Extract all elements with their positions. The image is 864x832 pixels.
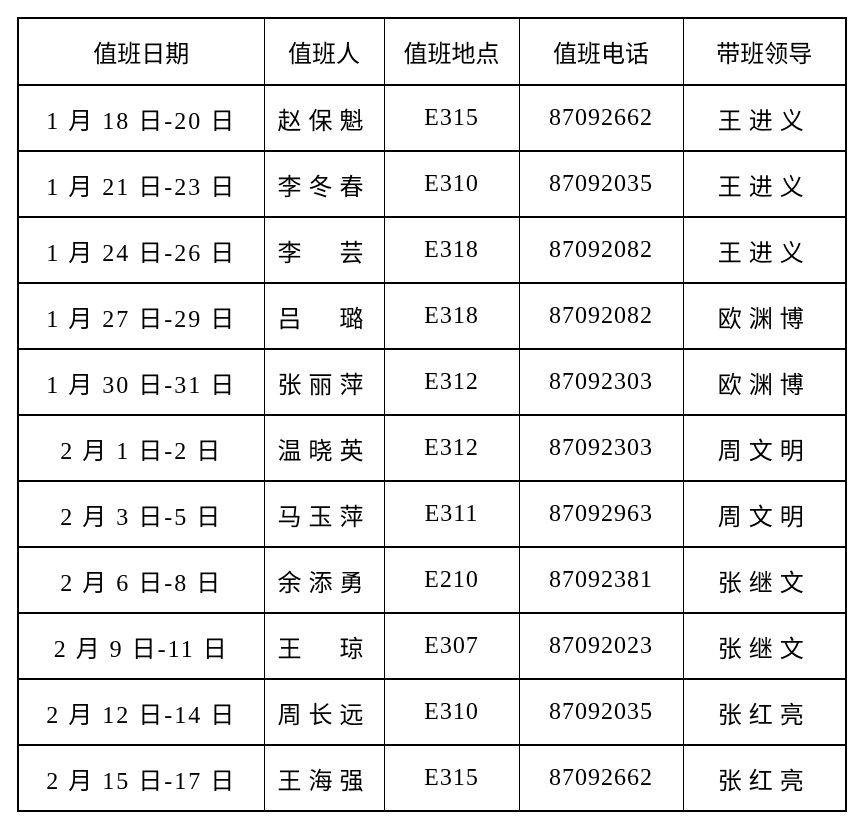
cell-duty-date: 2 月 6 日-8 日 [17, 546, 265, 614]
cell-duty-leader: 王进义 [682, 216, 847, 284]
cell-duty-phone: 87092662 [518, 84, 684, 152]
cell-duty-leader: 周文明 [682, 480, 847, 548]
table-row: 1 月 24 日-26 日 李 芸 E318 87092082 王进义 [17, 216, 847, 284]
cell-duty-phone: 87092082 [518, 216, 684, 284]
cell-duty-person: 周长远 [263, 678, 385, 746]
table-row: 2 月 3 日-5 日 马玉萍 E311 87092963 周文明 [17, 480, 847, 548]
table-row: 1 月 27 日-29 日 吕 璐 E318 87092082 欧渊博 [17, 282, 847, 350]
cell-duty-leader: 王进义 [682, 84, 847, 152]
cell-duty-location: E318 [383, 282, 520, 350]
cell-duty-leader: 张红亮 [682, 678, 847, 746]
cell-duty-location: E312 [383, 348, 520, 416]
cell-duty-phone: 87092963 [518, 480, 684, 548]
cell-duty-location: E311 [383, 480, 520, 548]
cell-duty-date: 1 月 30 日-31 日 [17, 348, 265, 416]
cell-duty-phone: 87092381 [518, 546, 684, 614]
cell-duty-date: 2 月 1 日-2 日 [17, 414, 265, 482]
cell-duty-person: 李冬春 [263, 150, 385, 218]
table-row: 2 月 6 日-8 日 余添勇 E210 87092381 张继文 [17, 546, 847, 614]
cell-duty-person: 张丽萍 [263, 348, 385, 416]
table-row: 2 月 12 日-14 日 周长远 E310 87092035 张红亮 [17, 678, 847, 746]
cell-duty-leader: 周文明 [682, 414, 847, 482]
cell-duty-location: E210 [383, 546, 520, 614]
cell-duty-leader: 欧渊博 [682, 348, 847, 416]
cell-duty-date: 2 月 15 日-17 日 [17, 744, 265, 812]
cell-duty-phone: 87092035 [518, 678, 684, 746]
cell-duty-person: 赵保魁 [263, 84, 385, 152]
cell-duty-date: 2 月 12 日-14 日 [17, 678, 265, 746]
cell-duty-person: 王 琼 [263, 612, 385, 680]
cell-duty-location: E315 [383, 744, 520, 812]
cell-duty-location: E310 [383, 678, 520, 746]
cell-duty-person: 王海强 [263, 744, 385, 812]
cell-duty-date: 2 月 3 日-5 日 [17, 480, 265, 548]
cell-duty-person: 吕 璐 [263, 282, 385, 350]
column-header-duty-location: 值班地点 [383, 17, 520, 86]
cell-duty-date: 2 月 9 日-11 日 [17, 612, 265, 680]
table-row: 1 月 18 日-20 日 赵保魁 E315 87092662 王进义 [17, 84, 847, 152]
cell-duty-phone: 87092303 [518, 414, 684, 482]
cell-duty-leader: 张继文 [682, 612, 847, 680]
cell-duty-phone: 87092303 [518, 348, 684, 416]
column-header-duty-date: 值班日期 [17, 17, 265, 86]
cell-duty-phone: 87092023 [518, 612, 684, 680]
table-row: 2 月 9 日-11 日 王 琼 E307 87092023 张继文 [17, 612, 847, 680]
duty-schedule-table: 值班日期 值班人 值班地点 值班电话 带班领导 1 月 18 日-20 日 赵保… [17, 17, 847, 812]
table-row: 2 月 1 日-2 日 温晓英 E312 87092303 周文明 [17, 414, 847, 482]
cell-duty-leader: 欧渊博 [682, 282, 847, 350]
cell-duty-leader: 王进义 [682, 150, 847, 218]
cell-duty-location: E307 [383, 612, 520, 680]
cell-duty-location: E315 [383, 84, 520, 152]
cell-duty-date: 1 月 27 日-29 日 [17, 282, 265, 350]
cell-duty-phone: 87092082 [518, 282, 684, 350]
cell-duty-person: 余添勇 [263, 546, 385, 614]
column-header-duty-person: 值班人 [263, 17, 385, 86]
table-row: 2 月 15 日-17 日 王海强 E315 87092662 张红亮 [17, 744, 847, 812]
column-header-duty-phone: 值班电话 [518, 17, 684, 86]
cell-duty-date: 1 月 18 日-20 日 [17, 84, 265, 152]
cell-duty-date: 1 月 21 日-23 日 [17, 150, 265, 218]
cell-duty-location: E310 [383, 150, 520, 218]
cell-duty-leader: 张继文 [682, 546, 847, 614]
header-row: 值班日期 值班人 值班地点 值班电话 带班领导 [17, 17, 847, 86]
cell-duty-person: 马玉萍 [263, 480, 385, 548]
column-header-duty-leader: 带班领导 [682, 17, 847, 86]
cell-duty-phone: 87092662 [518, 744, 684, 812]
table-row: 1 月 30 日-31 日 张丽萍 E312 87092303 欧渊博 [17, 348, 847, 416]
cell-duty-location: E318 [383, 216, 520, 284]
cell-duty-leader: 张红亮 [682, 744, 847, 812]
cell-duty-person: 温晓英 [263, 414, 385, 482]
cell-duty-person: 李 芸 [263, 216, 385, 284]
table-row: 1 月 21 日-23 日 李冬春 E310 87092035 王进义 [17, 150, 847, 218]
cell-duty-location: E312 [383, 414, 520, 482]
cell-duty-phone: 87092035 [518, 150, 684, 218]
cell-duty-date: 1 月 24 日-26 日 [17, 216, 265, 284]
